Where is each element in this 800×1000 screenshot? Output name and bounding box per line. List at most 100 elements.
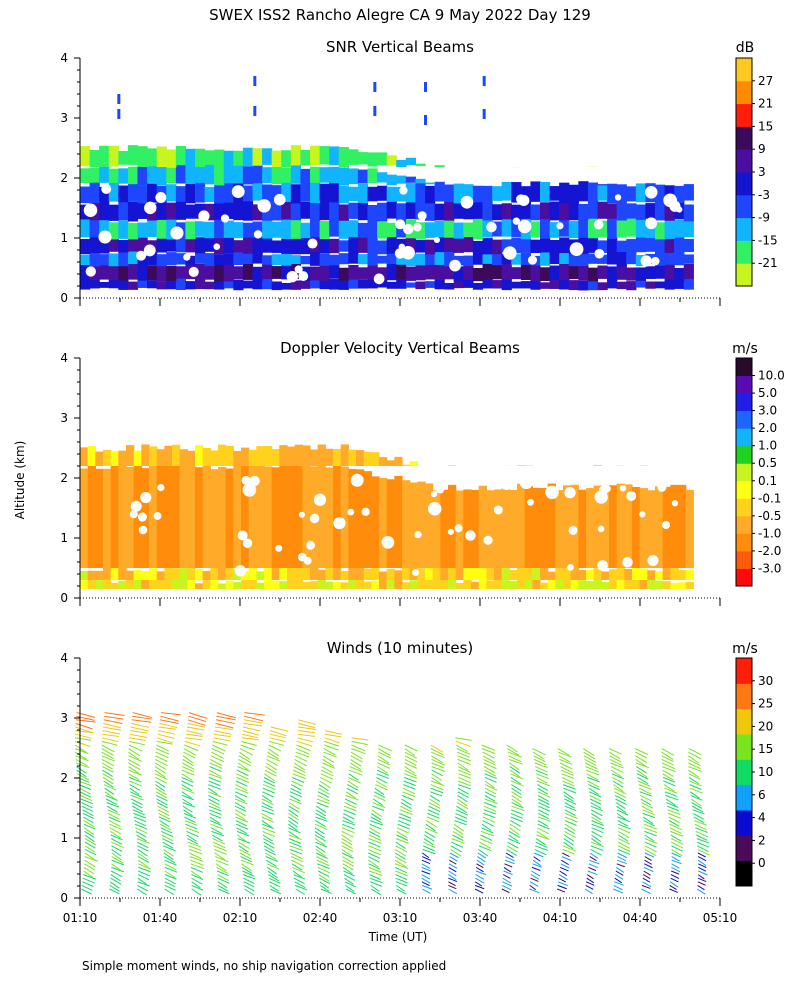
doppler-cell xyxy=(248,449,257,466)
wind-barb xyxy=(324,740,340,747)
wind-barb xyxy=(128,766,140,774)
wind-barb xyxy=(611,769,623,778)
doppler-gap xyxy=(519,475,534,490)
snr-cell xyxy=(357,169,369,184)
wind-barb xyxy=(111,845,123,852)
snr-cell xyxy=(137,222,148,238)
wind-barb xyxy=(509,823,521,832)
snr-cell xyxy=(300,168,311,184)
doppler-cell xyxy=(417,568,426,580)
wind-barb xyxy=(669,881,679,888)
wind-barb xyxy=(321,766,333,774)
wind-barb xyxy=(422,852,430,859)
wind-barb xyxy=(614,794,626,802)
doppler-cell xyxy=(463,577,472,589)
wind-barb xyxy=(185,737,203,741)
y-tick-label: 0 xyxy=(60,591,68,605)
wind-barb xyxy=(105,794,118,801)
doppler-cell xyxy=(578,489,587,568)
doppler-cell xyxy=(325,467,334,568)
wind-barb xyxy=(322,755,335,763)
snr-gap xyxy=(669,200,681,212)
doppler-cell xyxy=(87,570,96,580)
snr-cell xyxy=(377,185,388,201)
snr-cell xyxy=(166,239,177,252)
snr-cell xyxy=(338,240,349,252)
wind-barb xyxy=(78,784,92,790)
winds-panel-title: Winds (10 minutes) xyxy=(327,639,474,657)
doppler-cell xyxy=(172,579,181,589)
snr-gap xyxy=(101,184,112,194)
wind-barb xyxy=(75,755,89,762)
wind-barb xyxy=(181,766,195,773)
wind-barb xyxy=(589,852,599,859)
wind-barb xyxy=(474,884,485,890)
snr-cell xyxy=(597,282,608,291)
wind-barb xyxy=(215,856,229,863)
wind-barb xyxy=(241,737,259,741)
wind-barb xyxy=(263,776,275,784)
snr-cell xyxy=(386,281,397,289)
doppler-cell xyxy=(279,445,288,466)
doppler-cell xyxy=(179,464,188,568)
x-tick-label: 01:10 xyxy=(63,911,98,925)
snr-cell xyxy=(386,263,397,281)
wind-barb xyxy=(316,856,329,863)
doppler-gap xyxy=(465,530,476,541)
y-tick-label: 0 xyxy=(60,891,68,905)
wind-barb xyxy=(402,791,416,798)
wind-barb xyxy=(349,762,362,771)
doppler-cell xyxy=(356,578,365,589)
snr-cell xyxy=(367,278,378,289)
colorbar-tick-label: -0.1 xyxy=(758,491,781,505)
wind-barb xyxy=(217,881,228,889)
wind-barb xyxy=(107,809,121,816)
wind-barb xyxy=(216,712,237,719)
snr-cell xyxy=(242,200,254,221)
wind-barb xyxy=(234,798,248,805)
snr-cell xyxy=(262,220,273,239)
wind-barb xyxy=(589,794,602,802)
wind-barb xyxy=(208,787,218,796)
wind-barb xyxy=(160,712,181,716)
wind-barb xyxy=(509,769,521,778)
snr-cell xyxy=(511,254,522,265)
wind-barb xyxy=(451,838,465,844)
wind-barb xyxy=(261,805,274,812)
wind-barb xyxy=(449,859,457,865)
wind-barb xyxy=(347,784,359,791)
snr-cell xyxy=(357,267,369,280)
wind-barb xyxy=(456,751,471,758)
wind-barb xyxy=(396,888,407,895)
doppler-gap xyxy=(347,508,355,516)
snr-cell xyxy=(645,281,656,289)
wind-barb xyxy=(691,805,704,813)
wind-barb xyxy=(692,809,705,815)
wind-barb xyxy=(289,845,303,851)
wind-barb xyxy=(262,784,276,791)
doppler-cell xyxy=(432,579,441,589)
snr-cell xyxy=(415,253,426,266)
doppler-cell xyxy=(95,468,104,568)
snr-cell xyxy=(635,280,647,288)
wind-barb xyxy=(83,870,94,879)
doppler-gap xyxy=(597,560,608,571)
snr-cell xyxy=(166,218,177,239)
wind-barb xyxy=(267,866,278,875)
wind-barb xyxy=(237,838,251,844)
wind-barb xyxy=(584,758,597,766)
snr-cell xyxy=(166,149,177,168)
wind-barb xyxy=(263,841,275,849)
snr-cell xyxy=(319,199,330,221)
wind-barb xyxy=(583,751,595,760)
doppler-cell xyxy=(164,577,173,589)
doppler-cell xyxy=(141,577,150,589)
wind-barb xyxy=(128,776,142,783)
snr-cell xyxy=(214,149,225,166)
snr-cell xyxy=(252,164,263,184)
doppler-cell xyxy=(310,567,319,580)
doppler-cell xyxy=(379,576,388,589)
doppler-cell xyxy=(471,581,480,589)
wind-barb xyxy=(84,848,97,856)
snr-cell xyxy=(223,164,234,184)
